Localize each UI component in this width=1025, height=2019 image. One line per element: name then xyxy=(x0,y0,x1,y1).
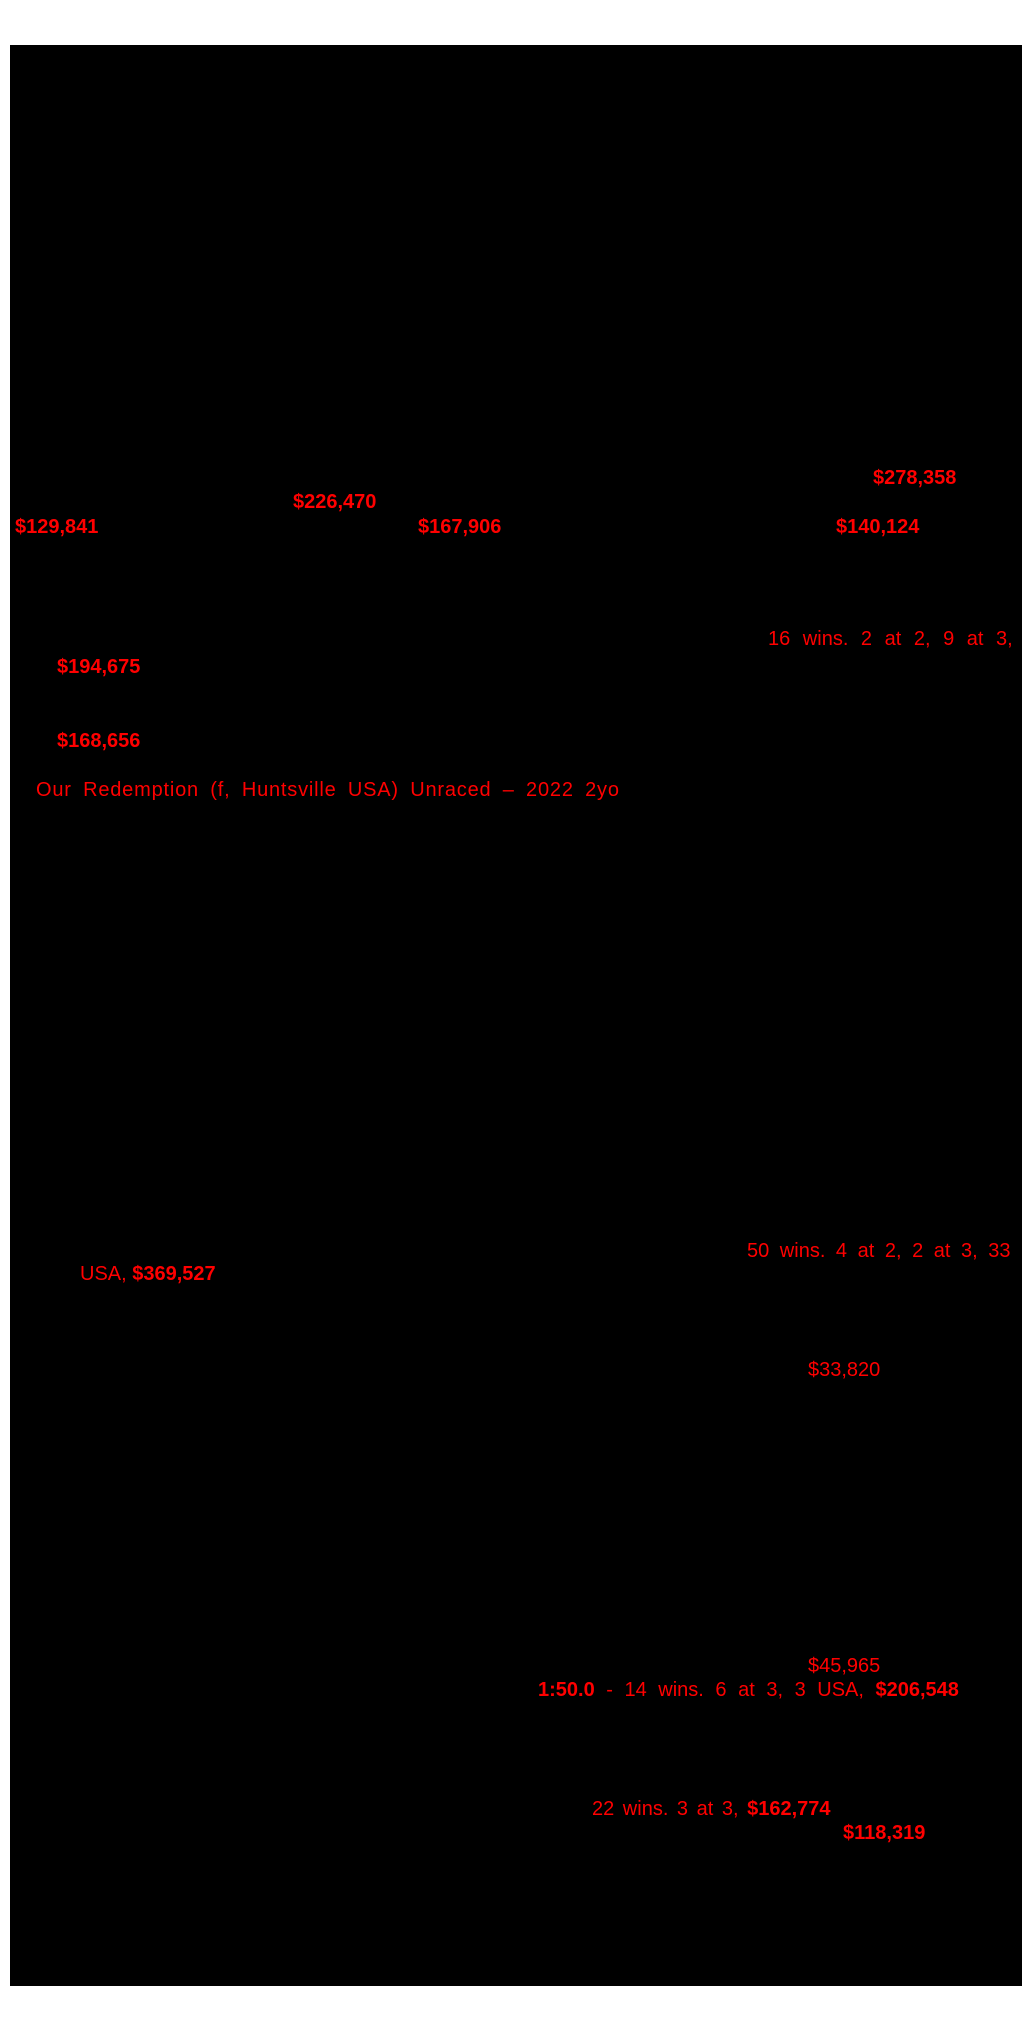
earnings-amount: $226,470 xyxy=(293,491,377,513)
earnings-amount: $33,820 xyxy=(808,1359,881,1381)
earnings-amount: $118,319 xyxy=(843,1822,926,1844)
earnings-amount: $45,965 xyxy=(808,1655,881,1677)
usa-earnings-line: USA, $369,527 xyxy=(80,1263,216,1285)
earnings-amount: $129,841 xyxy=(15,516,99,538)
earnings-amount: $194,675 xyxy=(57,656,141,678)
document-page xyxy=(10,45,1022,1986)
earnings-amount: $168,656 xyxy=(57,730,141,752)
earnings-amount: $167,906 xyxy=(418,516,502,538)
race-record-line: 22 wins. 3 at 3, $162,774 xyxy=(592,1798,831,1820)
earnings-amount: $278,358 xyxy=(873,467,957,489)
earnings-amount: $140,124 xyxy=(836,516,920,538)
time-record-line: 1:50.0 - 14 wins. 6 at 3, 3 USA, $206,54… xyxy=(538,1679,959,1701)
race-record-text: 16 wins. 2 at 2, 9 at 3, xyxy=(768,628,1013,650)
our-redemption-entry: Our Redemption (f, Huntsville USA) Unrac… xyxy=(36,779,620,801)
race-record-text: 50 wins. 4 at 2, 2 at 3, 33 xyxy=(747,1240,1011,1262)
